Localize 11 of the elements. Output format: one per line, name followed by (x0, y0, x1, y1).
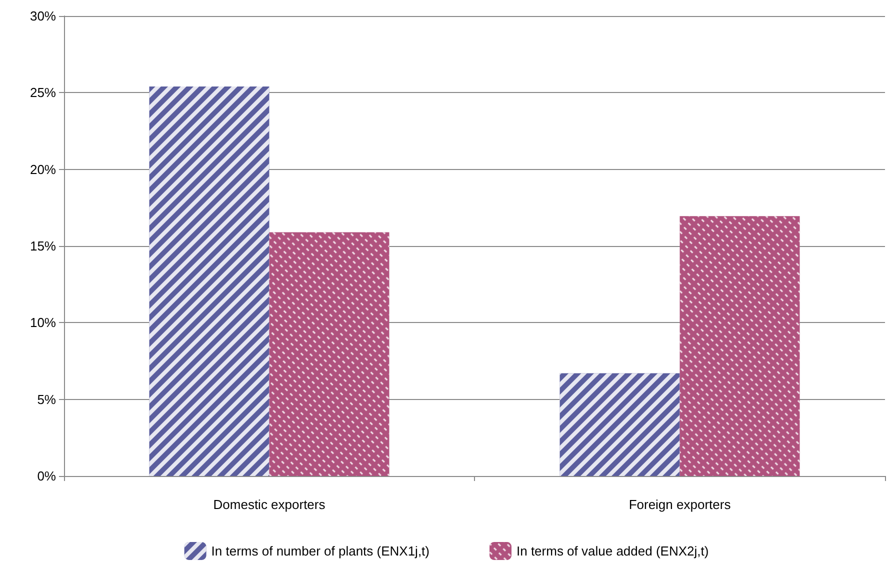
y-tick-label: 30% (30, 8, 56, 24)
legend-label: In terms of value added (ENX2j,t) (516, 544, 709, 558)
x-tick-label: Foreign exporters (628, 497, 732, 512)
y-tick-label: 25% (30, 85, 56, 100)
y-tick-label: 20% (30, 162, 56, 177)
y-tick-label: 0% (37, 468, 56, 484)
y-tick-label: 15% (30, 238, 56, 254)
x-tick-label: Domestic exporters (213, 497, 326, 512)
y-tick-label: 10% (30, 315, 56, 330)
y-tick-label: 5% (37, 392, 56, 407)
legend-label: In terms of number of plants (ENX1j,t) (211, 544, 430, 558)
